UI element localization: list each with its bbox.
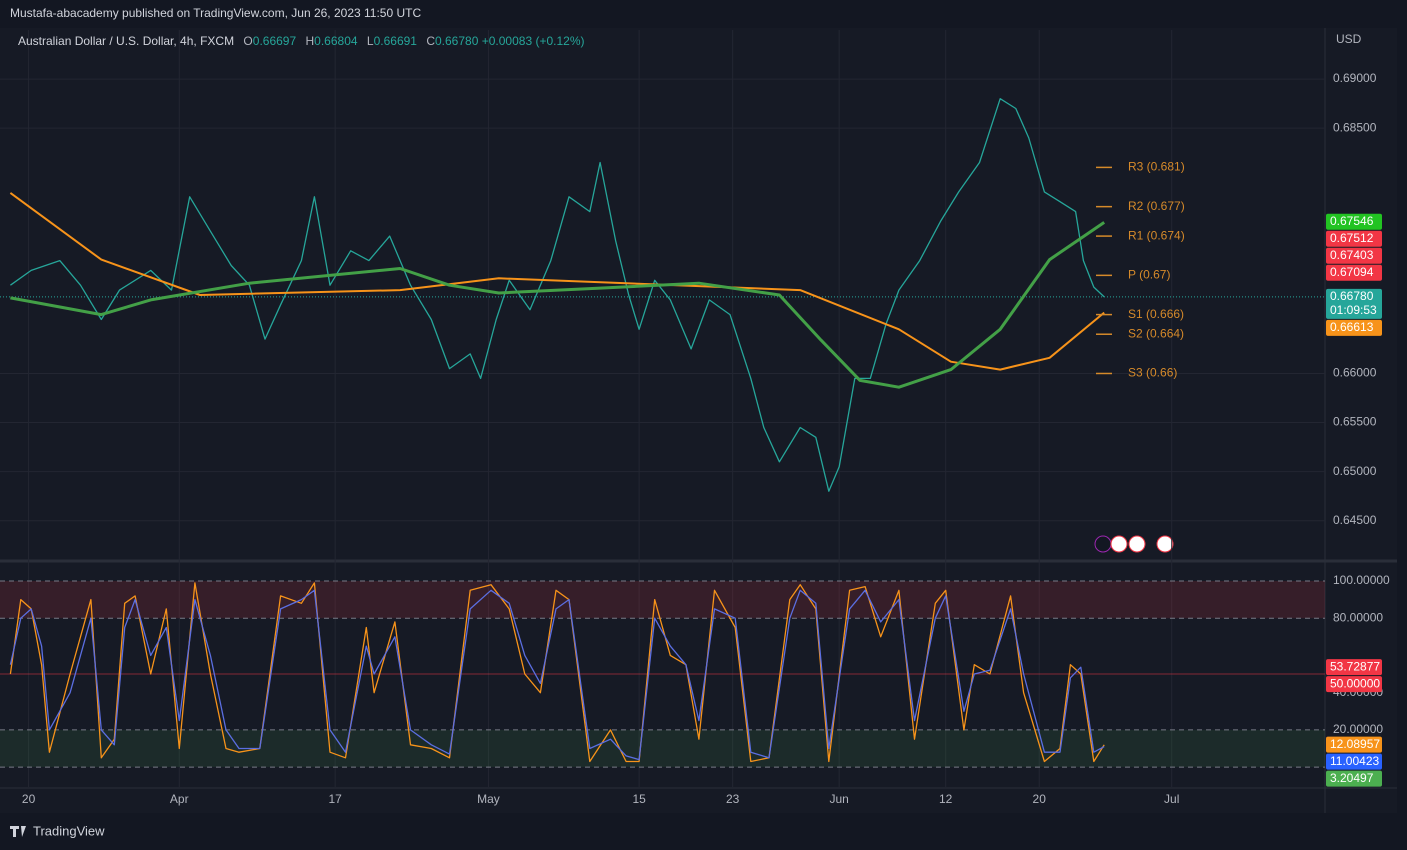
price-tag-label: 0.66780 (1330, 289, 1374, 303)
pivot-label: S1 (0.666) (1128, 307, 1184, 321)
y-tick-label: 0.64500 (1333, 513, 1377, 527)
change: +0.00083 (+0.12%) (481, 34, 585, 48)
pivot-label: S2 (0.664) (1128, 326, 1184, 340)
x-tick-label: 12 (939, 792, 953, 806)
price-tag (1326, 659, 1382, 676)
price-tag (1326, 770, 1382, 787)
brand: TradingView (33, 823, 105, 838)
price-tag (1326, 264, 1382, 281)
legend: Australian Dollar / U.S. Dollar, 4h, FXC… (18, 34, 584, 48)
series-line (9, 582, 1105, 763)
price-tag-label: 0.67094 (1330, 265, 1374, 279)
price-tag (1326, 288, 1382, 319)
ohlc-key: H (305, 34, 315, 48)
chart-background (0, 28, 1397, 813)
oversold-zone (0, 729, 1325, 768)
y-tick-label: 0.66000 (1333, 366, 1377, 380)
ohlc-value: 0.66691 (373, 34, 417, 48)
y-tick-label: 0.69000 (1333, 71, 1377, 85)
price-tag-label: 53.72877 (1330, 659, 1380, 673)
header-title: Mustafa-abacademy published on TradingVi… (10, 6, 421, 20)
x-tick-label: Jun (829, 792, 848, 806)
ohlc-key: L (366, 34, 374, 48)
price-tag (1326, 213, 1382, 230)
x-tick-label: 23 (726, 792, 740, 806)
y-tick-label: 80.00000 (1333, 610, 1383, 624)
countdown: 01:09:53 (1330, 303, 1377, 317)
pivot-label: R2 (0.677) (1128, 199, 1185, 213)
x-tick-label: Jul (1164, 792, 1179, 806)
price-tag (1326, 319, 1382, 336)
y-tick-label: 0.65000 (1333, 464, 1377, 478)
x-tick-label: Apr (170, 792, 189, 806)
y-tick-label: 0.65500 (1333, 415, 1377, 429)
series-line (10, 98, 1105, 492)
price-tag (1326, 230, 1382, 247)
price-tag (1326, 736, 1382, 753)
price-tag-label: 0.67512 (1330, 231, 1374, 245)
price-tag-label: 3.20497 (1330, 771, 1374, 785)
price-tag (1326, 247, 1382, 264)
price-tag-label: 0.67546 (1330, 214, 1374, 228)
series-line (9, 192, 1105, 371)
x-tick-label: 20 (22, 792, 36, 806)
event-icon (1156, 535, 1174, 553)
y-tick-label: 100.00000 (1333, 573, 1390, 587)
event-icons (1094, 535, 1174, 553)
event-icon (1110, 535, 1128, 553)
x-tick-label: 15 (632, 792, 646, 806)
event-icon (1094, 535, 1112, 553)
pivot-label: S3 (0.66) (1128, 366, 1177, 380)
price-tag (1326, 753, 1382, 770)
brand-logo (10, 826, 26, 837)
ohlc-value: 0.66697 (252, 34, 297, 48)
price-tag (1326, 676, 1382, 693)
pivot-label: R3 (0.681) (1128, 160, 1185, 174)
ohlc-value: 0.66780 (435, 34, 479, 48)
price-tag-label: 0.66613 (1330, 320, 1374, 334)
series-line (9, 589, 1105, 761)
ohlc-key: O (243, 34, 253, 48)
ohlc-value: 0.66804 (314, 34, 358, 48)
symbol: Australian Dollar / U.S. Dollar, 4h, FXC… (18, 34, 235, 48)
ohlc-key: C (426, 34, 435, 48)
event-icon (1128, 535, 1146, 553)
x-tick-label: 20 (1033, 792, 1047, 806)
y-tick-label: 0.68500 (1333, 120, 1377, 134)
price-tag-label: 50.00000 (1330, 676, 1380, 690)
price-tag-label: 11.00423 (1330, 754, 1379, 768)
price-tag-label: 12.08957 (1330, 737, 1380, 751)
x-tick-label: May (477, 792, 500, 806)
currency: USD (1336, 32, 1362, 46)
overbought-zone (0, 581, 1325, 619)
series-line (10, 221, 1106, 389)
pivot-label: R1 (0.674) (1128, 228, 1185, 242)
pivot-label: P (0.67) (1128, 268, 1170, 282)
y-tick-label: 20.00000 (1333, 722, 1383, 736)
x-tick-label: 17 (328, 792, 342, 806)
price-tag-label: 0.67403 (1330, 248, 1374, 262)
